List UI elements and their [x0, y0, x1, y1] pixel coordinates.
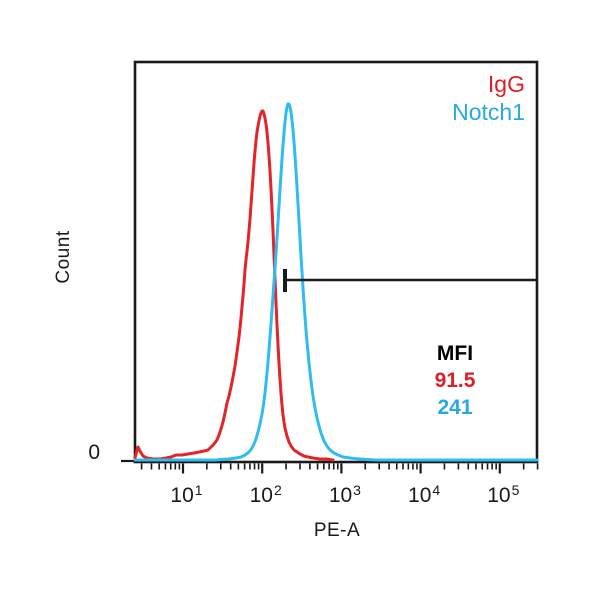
x-tick-label-10e3: 103: [328, 482, 361, 507]
x-axis-label: PE-A: [313, 520, 361, 541]
x-tick-label-10e5: 105: [487, 482, 520, 507]
x-tick-label-10e1: 101: [170, 482, 203, 507]
curve-notch1: [133, 102, 539, 462]
mfi-title: MFI: [436, 342, 474, 365]
mfi-value-igg: 91.5: [434, 369, 476, 392]
curve-igg: [133, 109, 335, 462]
legend: IgG Notch1: [452, 70, 525, 126]
mfi-stats: MFI 91.5 241: [435, 340, 476, 421]
mfi-value-notch1: 241: [437, 396, 473, 419]
plot-frame: [133, 60, 539, 464]
x-tick-label-10e4: 104: [408, 482, 441, 507]
legend-item-igg: IgG: [487, 71, 525, 97]
legend-item-notch1: Notch1: [452, 99, 525, 125]
y-axis-label: Count: [53, 230, 74, 284]
x-tick-label-10e2: 102: [249, 482, 282, 507]
y-axis-zero-label: 0: [88, 441, 100, 464]
